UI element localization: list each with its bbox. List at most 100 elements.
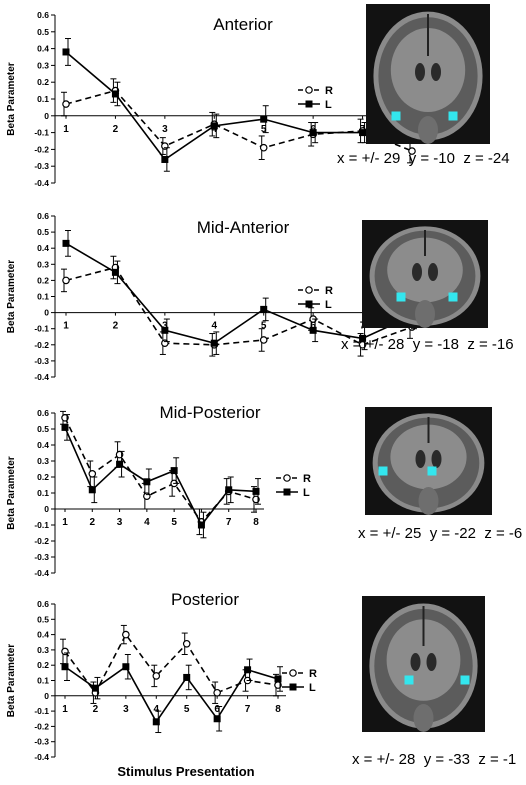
data-point <box>111 268 119 276</box>
data-point <box>225 486 233 494</box>
y-tick-label: 0.5 <box>37 424 49 434</box>
scans-layer <box>362 4 492 732</box>
x-tick-label: 2 <box>93 704 99 715</box>
ventricle-right <box>428 263 438 281</box>
data-point <box>111 90 119 98</box>
x-tick-label: 4 <box>144 517 150 528</box>
legend: RL <box>282 668 317 694</box>
ventricle-right <box>431 63 441 81</box>
y-tick-label: -0.1 <box>34 128 49 138</box>
y-tick-label: 0.4 <box>37 440 49 450</box>
data-point <box>210 339 218 347</box>
data-point <box>359 129 367 137</box>
y-tick-label: -0.2 <box>34 536 49 546</box>
data-point <box>259 143 268 152</box>
data-point <box>252 487 260 495</box>
y-tick-label: 0.6 <box>37 211 49 221</box>
legend-label: R <box>303 473 311 485</box>
series-line <box>65 89 413 152</box>
y-tick-label: 0.4 <box>37 630 49 640</box>
data-point <box>61 663 69 671</box>
roi-marker <box>448 292 458 302</box>
y-tick-label: -0.4 <box>34 372 49 382</box>
y-tick-label: 0.2 <box>37 275 49 285</box>
legend-label: L <box>325 299 332 311</box>
legend-marker <box>289 669 297 677</box>
x-tick-label: 3 <box>162 321 168 332</box>
chart-title: Mid-Posterior <box>159 403 260 422</box>
x-tick-label: 8 <box>253 517 259 528</box>
y-tick-label: 0.3 <box>37 456 49 466</box>
y-tick-label: -0.3 <box>34 356 49 366</box>
series-line <box>64 633 279 695</box>
legend-marker <box>305 86 313 94</box>
data-point <box>244 666 252 674</box>
charts-layer: Anterior Beta Parameter 0.6 0.5 0.4 0.3 0.2 0.1… <box>6 10 420 762</box>
x-tick-label: 2 <box>113 124 119 135</box>
series-R <box>60 624 282 704</box>
series-line <box>65 242 413 345</box>
chart-panel-4: Posterior Beta Parameter 0.6 0.5 0.4 0.3 0.2 0.… <box>6 590 317 762</box>
x-tick-label: 5 <box>261 321 267 332</box>
y-tick-label: 0.1 <box>37 292 49 302</box>
roi-marker <box>378 466 388 476</box>
y-tick-label: -0.2 <box>34 340 49 350</box>
x-tick-label: 5 <box>184 704 190 715</box>
data-point <box>359 334 367 342</box>
y-tick-label: -0.4 <box>34 752 49 762</box>
y-tick-label: 0.3 <box>37 60 49 70</box>
roi-marker <box>396 292 406 302</box>
data-point <box>62 48 70 56</box>
data-point <box>260 115 268 123</box>
data-point <box>122 630 130 639</box>
data-point <box>61 423 69 431</box>
brain-scan-1 <box>366 4 490 144</box>
brainstem <box>413 704 434 732</box>
y-tick-label: 0.5 <box>37 27 49 37</box>
series-line <box>64 665 279 724</box>
y-tick-label: -0.4 <box>34 178 49 188</box>
legend-marker <box>283 488 291 496</box>
ventricle-left <box>412 263 422 281</box>
brain-scan-2 <box>362 220 488 328</box>
y-tick-label: -0.3 <box>34 161 49 171</box>
y-tick-label: 0.5 <box>37 614 49 624</box>
y-tick-label: 0.2 <box>37 472 49 482</box>
x-tick-label: 1 <box>62 704 68 715</box>
data-point <box>62 239 70 247</box>
y-tick-label: 0.4 <box>37 44 49 54</box>
roi-marker <box>460 675 470 685</box>
legend: RL <box>276 473 311 499</box>
data-point <box>62 276 70 285</box>
y-tick-label: 0.4 <box>37 243 49 253</box>
chart-panel-1: Anterior Beta Parameter 0.6 0.5 0.4 0.3 0.2 0.1… <box>6 10 420 188</box>
data-point <box>143 478 151 486</box>
brainstem <box>415 300 435 328</box>
y-tick-label: -0.3 <box>34 552 49 562</box>
legend-label: L <box>303 487 310 499</box>
legend-marker <box>289 683 297 691</box>
brainstem <box>418 487 439 515</box>
ventricle-left <box>415 450 426 468</box>
brain-scan-3 <box>365 407 492 515</box>
data-point <box>161 326 169 334</box>
x-tick-label: 3 <box>123 704 129 715</box>
chart-panel-2: Mid-Anterior Beta Parameter 0.6 0.5 0.4 0.3 0.… <box>6 211 420 382</box>
y-tick-label: 0.1 <box>37 676 49 686</box>
y-tick-label: -0.1 <box>34 520 49 530</box>
brainstem <box>418 116 438 144</box>
chart-title: Posterior <box>171 590 239 609</box>
data-point <box>210 122 218 130</box>
data-point <box>88 486 96 494</box>
y-tick-label: 0.1 <box>37 94 49 104</box>
legend-label: R <box>325 85 333 97</box>
x-tick-label: 2 <box>90 517 96 528</box>
data-point <box>170 467 178 475</box>
y-axis-title: Beta Parameter <box>6 62 17 135</box>
series-line <box>64 417 257 524</box>
data-point <box>259 336 268 344</box>
roi-marker <box>391 111 401 121</box>
series-line <box>64 427 257 527</box>
y-tick-label: 0.3 <box>37 645 49 655</box>
white-matter <box>390 28 466 112</box>
